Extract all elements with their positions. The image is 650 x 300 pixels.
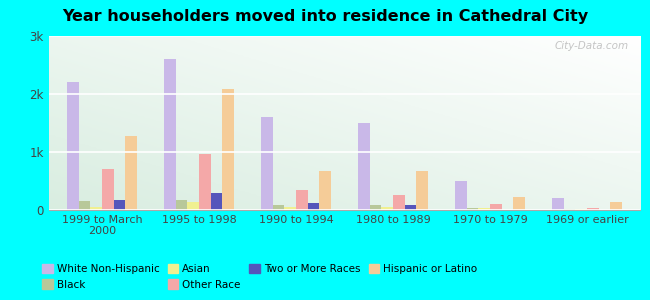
Bar xyxy=(125,136,137,210)
Bar xyxy=(296,190,307,210)
Bar xyxy=(404,205,416,210)
Text: Year householders moved into residence in Cathedral City: Year householders moved into residence i… xyxy=(62,9,588,24)
Bar xyxy=(610,202,622,210)
Bar xyxy=(393,195,404,210)
Bar xyxy=(467,208,478,210)
Bar xyxy=(187,202,199,210)
Bar xyxy=(102,169,114,210)
Bar xyxy=(79,201,90,210)
Bar xyxy=(319,171,331,210)
Bar xyxy=(199,154,211,210)
Bar xyxy=(370,206,382,210)
Bar xyxy=(164,59,176,210)
Bar xyxy=(261,117,273,210)
Bar xyxy=(285,206,296,210)
Bar xyxy=(90,207,102,210)
Text: City-Data.com: City-Data.com xyxy=(554,41,629,51)
Bar xyxy=(478,208,490,210)
Bar xyxy=(575,209,587,210)
Bar xyxy=(455,181,467,210)
Bar xyxy=(211,193,222,210)
Bar xyxy=(490,204,502,210)
Bar xyxy=(67,82,79,210)
Legend: White Non-Hispanic, Black, Asian, Other Race, Two or More Races, Hispanic or Lat: White Non-Hispanic, Black, Asian, Other … xyxy=(42,264,477,290)
Bar xyxy=(222,89,234,210)
Bar xyxy=(176,200,187,210)
Bar xyxy=(114,200,125,210)
Bar xyxy=(552,198,564,210)
Bar xyxy=(564,209,575,210)
Bar xyxy=(273,206,285,210)
Bar xyxy=(514,197,525,210)
Bar xyxy=(307,203,319,210)
Bar xyxy=(416,171,428,210)
Bar xyxy=(587,208,599,210)
Bar xyxy=(358,123,370,210)
Bar xyxy=(382,206,393,210)
